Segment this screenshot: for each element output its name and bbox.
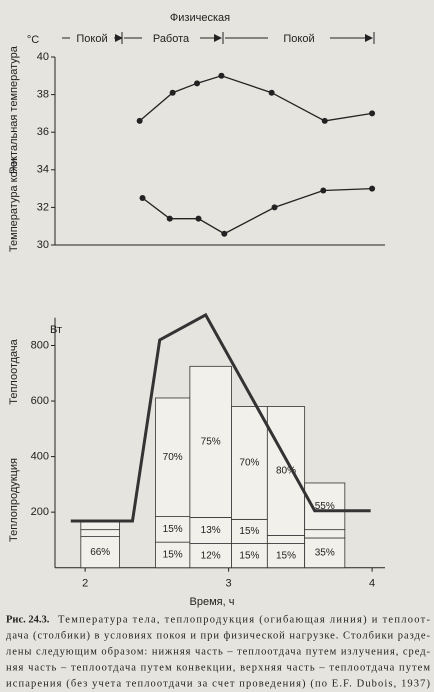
unit: °C — [27, 34, 39, 46]
y-tick-label: 40 — [37, 51, 49, 63]
point — [194, 80, 201, 87]
bar-segment — [304, 529, 346, 539]
x-tick-label: 4 — [369, 578, 375, 590]
bar-segment — [231, 543, 268, 569]
x-axis-title: Время, ч — [190, 596, 235, 608]
series-line — [142, 187, 373, 235]
bar-segment — [231, 518, 268, 544]
bar-segment — [155, 541, 191, 569]
segment-label: 80% — [276, 466, 296, 477]
caption-line: испарения (без учета теплоотдачи за счет… — [6, 678, 431, 689]
segment-label: 15% — [276, 550, 296, 561]
y-tick-label: 800 — [31, 339, 49, 351]
segment-label: 13% — [201, 525, 221, 536]
caption-line: Температура тела, теплопродукция (огибаю… — [58, 614, 430, 625]
bar-segment — [304, 537, 346, 569]
segment-label: 35% — [315, 547, 335, 558]
phase-label: Работа — [153, 33, 190, 45]
point — [218, 72, 225, 79]
y-tick-label: 600 — [31, 395, 49, 407]
segment-label: 70% — [163, 452, 183, 463]
caption-line: дача (столбики) в условиях покоя и при ф… — [6, 630, 430, 641]
segment-label: 75% — [201, 437, 221, 448]
segment-label: 15% — [163, 550, 183, 561]
point — [369, 185, 376, 192]
y-tick-label: 34 — [37, 164, 49, 176]
phase-label: Физическая — [170, 12, 230, 24]
point — [221, 230, 228, 237]
point — [169, 89, 176, 96]
point — [268, 89, 275, 96]
point — [136, 117, 143, 124]
point — [271, 204, 278, 211]
y-axis-title: Температура кожи — [8, 158, 20, 252]
bar-segment — [266, 535, 306, 544]
caption: Рис. 24.3. Температура тела, теплопродук… — [6, 614, 431, 689]
phase-label: Покой — [76, 33, 107, 45]
segment-label: 12% — [201, 550, 221, 561]
bar-segment — [155, 516, 191, 543]
bar-segment — [80, 536, 120, 569]
segment-label: 15% — [163, 524, 183, 535]
y-tick-label: 400 — [31, 450, 49, 462]
point — [321, 117, 328, 124]
y-axis-title: Ректальная температура — [8, 45, 20, 174]
bar-segment — [189, 365, 232, 518]
y-axis-title: Теплопродукция — [8, 458, 20, 542]
segment-label: 15% — [239, 550, 259, 561]
segment-label: 15% — [239, 526, 259, 537]
unit: Вт — [50, 324, 62, 336]
point — [320, 187, 327, 194]
y-tick-label: 36 — [37, 126, 49, 138]
segment-label: 70% — [239, 458, 259, 469]
point — [369, 110, 376, 117]
caption-label: Рис. 24.3. — [6, 614, 50, 625]
segment-label: 55% — [315, 501, 335, 512]
x-tick-label: 3 — [226, 578, 232, 590]
y-tick-label: 32 — [37, 201, 49, 213]
bar-segment — [80, 529, 120, 537]
y-tick-label: 200 — [31, 506, 49, 518]
point — [139, 195, 146, 201]
segment-label: 66% — [90, 547, 110, 558]
y-tick-label: 30 — [37, 239, 49, 251]
y-tick-label: 38 — [37, 89, 49, 101]
caption-line: лены следующим образом: нижняя часть – т… — [6, 646, 430, 657]
phase-label: Покой — [283, 33, 314, 45]
bar-segment — [189, 543, 232, 569]
heat-production-line — [70, 312, 371, 523]
bar-segment — [266, 406, 306, 536]
phase-arrows — [62, 32, 375, 44]
caption-line: няя часть – теплоотдача путем конвекции,… — [6, 662, 430, 673]
bar-segment — [155, 397, 191, 517]
y-axis-title: Теплоотдача — [8, 338, 20, 404]
bar-segment — [189, 517, 232, 544]
series-line — [139, 75, 373, 122]
point — [195, 215, 202, 222]
x-tick-label: 2 — [82, 578, 88, 590]
point — [166, 215, 173, 222]
